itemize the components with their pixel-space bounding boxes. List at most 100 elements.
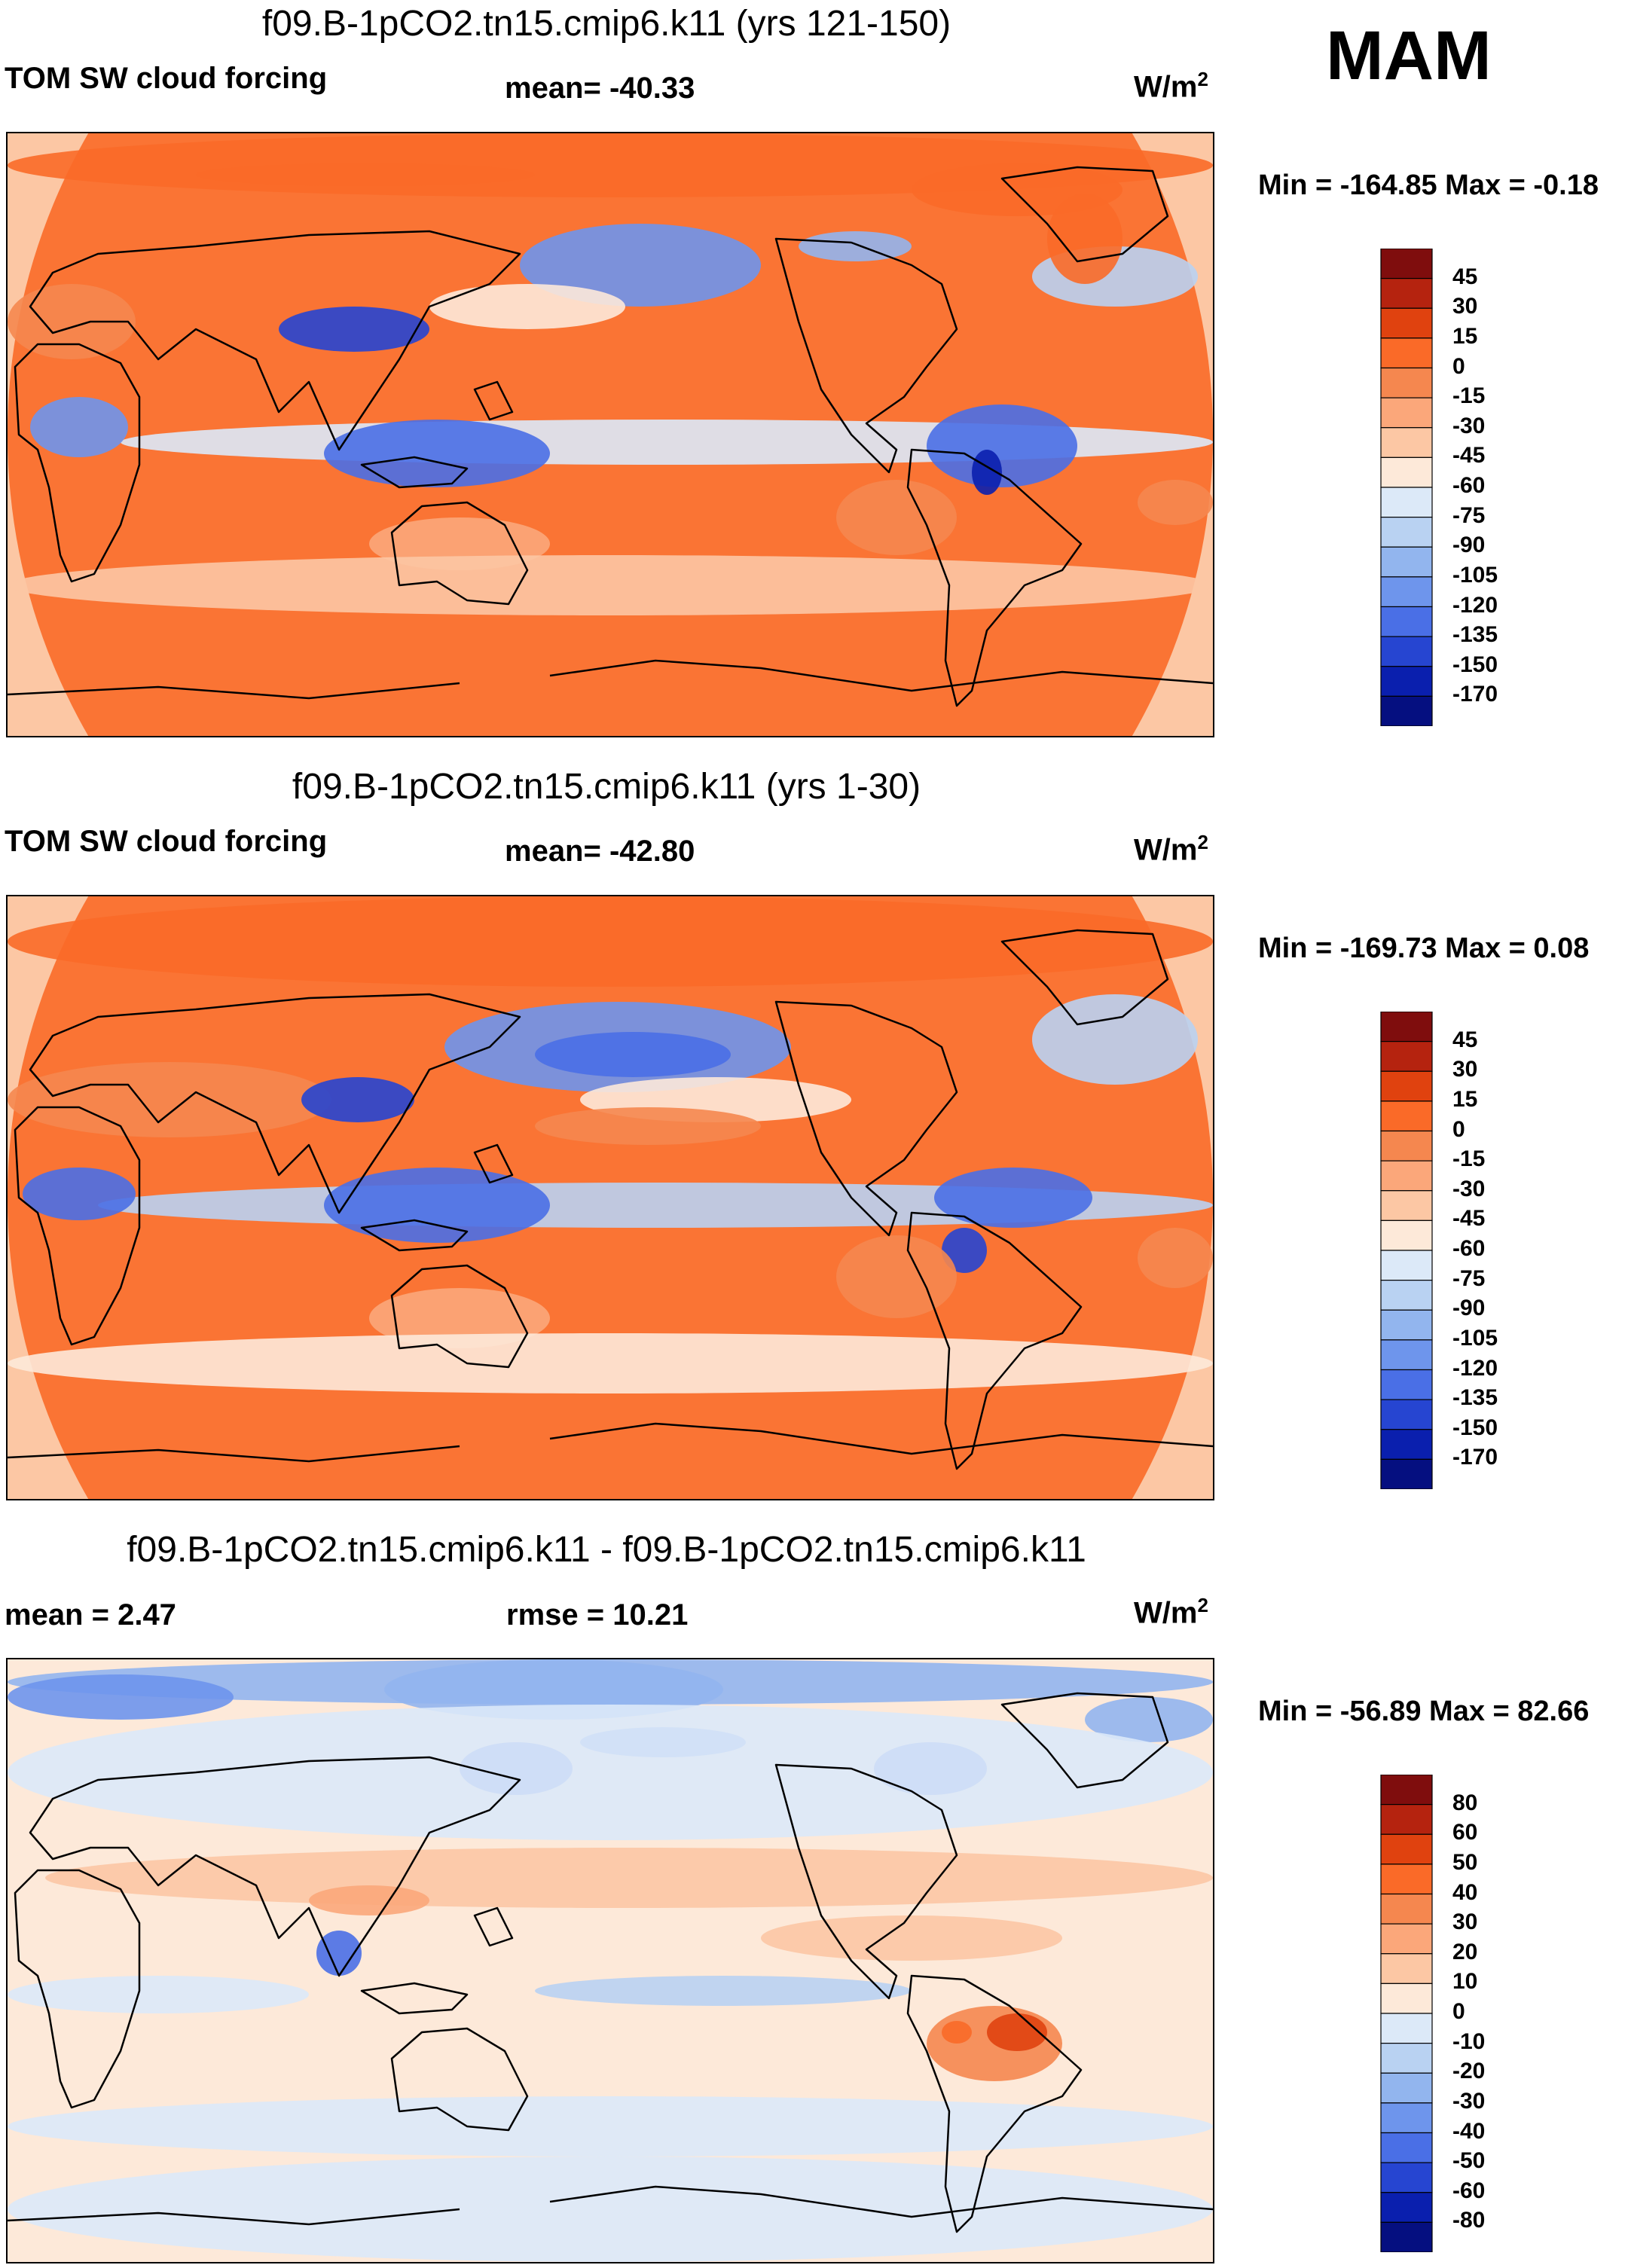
coastline [360, 456, 469, 489]
coastline [906, 448, 1083, 707]
colorbar-swatch [1380, 1250, 1433, 1281]
contour-region [45, 1848, 1213, 1908]
colorbar-swatch [1380, 666, 1433, 697]
contour-region [1138, 480, 1213, 525]
coastline [473, 1906, 514, 1947]
contour-region [520, 224, 761, 307]
colorbar-swatch [1380, 307, 1433, 339]
contour-region [8, 2157, 1213, 2262]
colorbar-swatch [1380, 1399, 1433, 1430]
contour-region [8, 1062, 331, 1137]
colorbar-swatch [1380, 427, 1433, 458]
panel-title: f09.B-1pCO2.tn15.cmip6.k11 (yrs 1-30) [292, 767, 921, 807]
colorbar-tick-label: -50 [1452, 2148, 1486, 2174]
colorbar-swatch [1380, 1983, 1433, 2014]
colorbar-swatch [1380, 1339, 1433, 1371]
colorbar-tick-label: 40 [1452, 1879, 1478, 1905]
contour-region [369, 1288, 550, 1348]
colorbar-swatch [1380, 2072, 1433, 2104]
coastline [360, 1219, 469, 1252]
coastline [29, 993, 521, 1214]
coastline [549, 2185, 1213, 2218]
colorbar-swatch [1380, 1070, 1433, 1102]
colorbar-tick-label: 30 [1452, 1909, 1478, 1935]
contour-region [836, 480, 957, 555]
colorbar-tick-label: -105 [1452, 1325, 1498, 1351]
contour-region [279, 307, 429, 352]
coastline [8, 682, 460, 700]
colorbar-tick-label: 0 [1452, 1116, 1465, 1142]
contour-region [1047, 194, 1122, 284]
contour-region [934, 1168, 1092, 1228]
coastline [390, 1264, 529, 1369]
coastline [549, 659, 1213, 692]
contour-region [535, 1107, 761, 1145]
colorbar-tick-label: -150 [1452, 1415, 1498, 1440]
colorbar-tick-label: 10 [1452, 1969, 1478, 1995]
coastline [14, 1869, 141, 2109]
colorbar-tick-label: -75 [1452, 1265, 1486, 1291]
colorbar-swatch [1380, 367, 1433, 398]
colorbar-tick-label: -120 [1452, 592, 1498, 618]
contour-region [23, 1168, 136, 1220]
coastline [8, 2208, 460, 2226]
colorbar-tick-label: -80 [1452, 2208, 1486, 2233]
contour-region [309, 1885, 429, 1915]
colorbar-swatch [1380, 1775, 1433, 1806]
colorbar-swatch [1380, 1833, 1433, 1865]
season-label: MAM [1326, 17, 1492, 94]
contour-region [836, 1235, 957, 1318]
colorbar-swatch [1380, 2162, 1433, 2193]
colorbar-swatch [1380, 1130, 1433, 1161]
contour-region [987, 2013, 1047, 2051]
colorbar-swatch [1380, 1864, 1433, 1895]
colorbar-swatch [1380, 2221, 1433, 2252]
colorbar-swatch [1380, 2132, 1433, 2163]
colorbar-swatch [1380, 1041, 1433, 1072]
colorbar-tick-label: -15 [1452, 383, 1486, 409]
colorbar-swatch [1380, 1219, 1433, 1251]
coastline [14, 1106, 141, 1346]
units-label: W/m2 [1134, 831, 1208, 867]
colorbar-tick-label: -135 [1452, 622, 1498, 648]
contour-region [8, 1705, 1213, 1840]
contour-region [8, 1674, 234, 1720]
colorbar-tick-label: -75 [1452, 502, 1486, 528]
min-max-label: Min = -164.85 Max = -0.18 [1258, 169, 1599, 201]
colorbar-tick-label: -45 [1452, 443, 1486, 469]
colorbar-tick-label: 45 [1452, 264, 1478, 289]
colorbar-tick-label: -45 [1452, 1206, 1486, 1232]
colorbar-tick-label: -60 [1452, 473, 1486, 498]
colorbar-swatch [1380, 1804, 1433, 1835]
contour-region [429, 284, 625, 329]
stat-label: mean= -42.80 [505, 835, 695, 868]
colorbar-swatch [1380, 1160, 1433, 1192]
colorbar-swatch [1380, 2013, 1433, 2044]
colorbar-swatch [1380, 1309, 1433, 1341]
contour-region [942, 1228, 987, 1273]
colorbar-swatch [1380, 456, 1433, 488]
coastline [774, 1763, 958, 2000]
colorbar-swatch [1380, 337, 1433, 369]
coastline [390, 2027, 529, 2132]
coastline [29, 1756, 521, 1977]
coastline [906, 1211, 1083, 1470]
coastline [360, 1982, 469, 2015]
contour-region [316, 1931, 362, 1976]
colorbar-tick-label: -90 [1452, 1296, 1486, 1321]
contour-region [324, 420, 550, 487]
mean-label: mean = 2.47 [5, 1598, 176, 1632]
colorbar-tick-label: -60 [1452, 1236, 1486, 1261]
panel-title: f09.B-1pCO2.tn15.cmip6.k11 (yrs 121-150) [261, 4, 951, 44]
colorbar-tick-label: 15 [1452, 1086, 1478, 1112]
min-max-label: Min = -169.73 Max = 0.08 [1258, 933, 1590, 964]
contour-region [1085, 1697, 1213, 1742]
contour-region [1032, 994, 1198, 1085]
map-field [6, 132, 1214, 737]
colorbar-tick-label: 50 [1452, 1849, 1478, 1875]
colorbar-swatch [1380, 487, 1433, 518]
colorbar-swatch [1380, 546, 1433, 578]
variable-label: TOM SW cloud forcing [5, 62, 328, 95]
colorbar-swatch [1380, 636, 1433, 667]
coastline [549, 1422, 1213, 1455]
